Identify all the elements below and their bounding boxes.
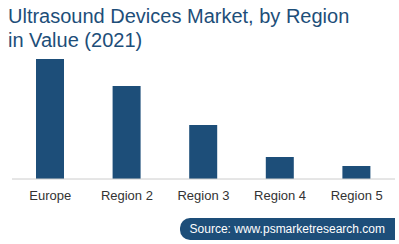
- svg-text:Region 5: Region 5: [331, 188, 383, 203]
- svg-text:Europe: Europe: [29, 188, 71, 203]
- svg-text:Region 3: Region 3: [177, 188, 229, 203]
- svg-text:Region 4: Region 4: [254, 188, 306, 203]
- html-text:Ultrasound Devices Market, by: Ultrasound Devices Market, by Region in …: [8, 5, 350, 51]
- svg-text:Region 2: Region 2: [101, 188, 153, 203]
- html-text:Source: www.psmarketresearch.c: Source: www.psmarketresearch.com: [189, 222, 385, 236]
